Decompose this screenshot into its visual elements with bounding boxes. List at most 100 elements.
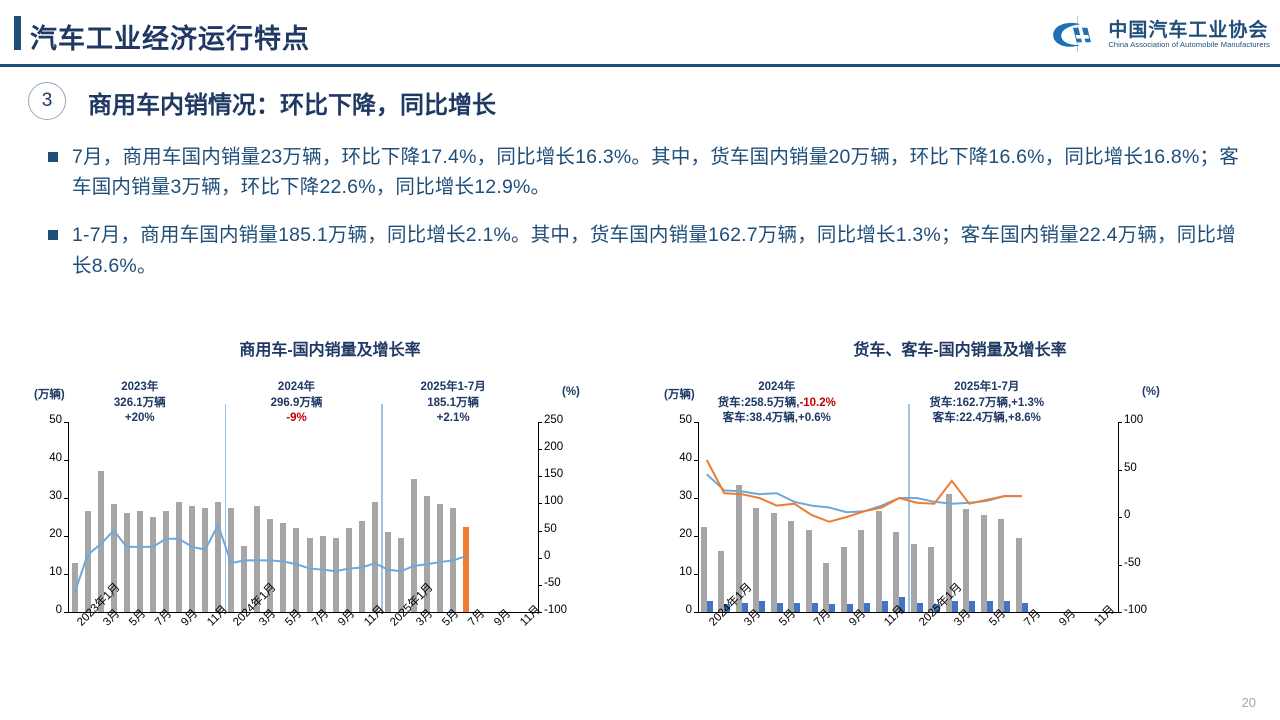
y-tick-mark	[64, 460, 68, 461]
y-tick-mark	[1118, 612, 1122, 613]
y-tick-label-right: 50	[1124, 461, 1137, 474]
y-tick-mark	[64, 574, 68, 575]
bar	[1021, 602, 1028, 612]
bar	[215, 501, 222, 612]
bar	[805, 530, 812, 612]
bar	[858, 530, 865, 612]
annotation-line: 客车:38.4万辆,+0.6%	[722, 412, 831, 425]
bar	[776, 602, 783, 612]
y-tick-mark	[1118, 469, 1122, 471]
bar	[319, 536, 326, 612]
bar	[934, 604, 941, 612]
bar	[741, 602, 748, 612]
y-tick-mark	[64, 612, 68, 613]
chart-annotation: 2024年 货车:258.5万辆,-10.2% 客车:38.4万辆,+0.6%	[707, 380, 847, 427]
y-tick-mark	[694, 536, 698, 537]
line-series	[73, 522, 467, 594]
line-series-layer	[705, 459, 1022, 523]
y-tick-label-right: 100	[1124, 414, 1144, 426]
y-tick-mark	[1118, 517, 1122, 518]
bar	[899, 596, 906, 612]
y-tick-label-right: -50	[544, 576, 561, 589]
bar	[437, 503, 444, 612]
bullet-item: 7月，商用车国内销量23万辆，环比下降17.4%，同比增长16.3%。其中，货车…	[46, 142, 1246, 202]
annotation-line: 货车:258.5万辆,-10.2%	[717, 396, 836, 409]
bar	[811, 602, 818, 612]
bar	[700, 526, 707, 612]
annotation-line: 326.1万辆	[113, 396, 166, 409]
y-tick-label-left: 30	[49, 490, 62, 502]
chart-annotation: 2023年 326.1万辆 +20%	[70, 380, 210, 427]
bar	[280, 522, 287, 612]
y-tick-mark	[694, 422, 698, 423]
y-tick-label-left: 30	[679, 490, 692, 502]
y-tick-mark	[538, 530, 542, 532]
y-axis-unit-right: (%)	[1142, 386, 1160, 398]
bar	[823, 562, 830, 612]
annotation-line: 货车:162.7万辆,+1.3%	[929, 396, 1045, 409]
y-axis-unit-right: (%)	[562, 386, 580, 398]
bar	[228, 507, 235, 612]
annotation-line: 客车:22.4万辆,+8.6%	[932, 412, 1041, 425]
y-tick-mark	[538, 612, 542, 613]
page-title: 汽车工业经济运行特点	[30, 24, 310, 54]
x-axis	[68, 612, 538, 613]
bar	[788, 520, 795, 612]
section-number: 3	[28, 82, 66, 120]
bar	[149, 517, 156, 612]
bar	[735, 484, 742, 612]
bar	[241, 545, 248, 612]
line-series-layer	[73, 522, 467, 594]
bar	[71, 562, 78, 612]
period-divider	[224, 404, 227, 612]
chart-annotation: 2024年 296.9万辆 -9%	[226, 380, 366, 427]
bar	[963, 509, 970, 612]
logo-title-cn: 中国汽车工业协会	[1108, 19, 1269, 41]
y-tick-label-left: 0	[685, 604, 692, 616]
y-tick-label-right: -100	[544, 604, 568, 616]
y-tick-mark	[694, 574, 698, 575]
bar	[384, 532, 391, 612]
bar	[1015, 537, 1022, 612]
y-tick-mark	[1118, 564, 1122, 566]
annotation-line: 2025年1-7月	[954, 381, 1020, 393]
line-series	[705, 459, 1022, 523]
y-axis-unit-left: (万辆)	[34, 389, 65, 401]
y-tick-label-right: -100	[1124, 604, 1148, 616]
line-series	[706, 473, 1022, 514]
logo-title-en: China Association of Automobile Manufact…	[1108, 40, 1270, 50]
bar	[840, 547, 847, 612]
y-tick-label-right: -50	[1124, 556, 1141, 569]
y-tick-label-left: 40	[49, 452, 62, 464]
annotation-line: 2024年	[277, 381, 316, 393]
bar	[110, 503, 117, 612]
caam-logo: 中国汽车工业协会 China Association of Automobile…	[1020, 14, 1270, 56]
period-divider	[381, 404, 383, 612]
bar	[371, 501, 378, 612]
bar	[910, 543, 917, 612]
bar	[753, 507, 760, 612]
bar	[345, 528, 352, 612]
annotation-line: 2025年1-7月	[420, 381, 486, 393]
y-tick-label-right: 200	[544, 441, 564, 454]
header-accent-bar	[14, 16, 21, 50]
bullet-item: 1-7月，商用车国内销量185.1万辆，同比增长2.1%。其中，货车国内销量16…	[46, 220, 1246, 280]
header-rule	[0, 64, 1280, 67]
bar	[928, 547, 935, 612]
y-tick-label-right: 250	[544, 414, 564, 426]
bar	[397, 537, 404, 612]
y-tick-label-left: 10	[679, 566, 692, 578]
y-tick-mark	[538, 422, 542, 423]
chart-annotation: 2025年1-7月货车:162.7万辆,+1.3% 客车:22.4万辆,+8.6%	[917, 380, 1057, 427]
y-tick-mark	[538, 557, 542, 559]
y-tick-mark	[64, 536, 68, 537]
y-tick-label-right: 0	[1124, 509, 1131, 521]
x-axis	[698, 612, 1118, 613]
chart-commercial-vehicle: 商用车-国内销量及增长率 (万辆) (%) 0 10 20 30 40 50 -100 -50 0 5…	[20, 336, 640, 680]
y-tick-mark	[694, 460, 698, 461]
y-tick-mark	[694, 612, 698, 613]
bar	[945, 494, 952, 612]
bar	[759, 600, 766, 612]
y-tick-label-left: 40	[679, 452, 692, 464]
bar	[332, 537, 339, 612]
